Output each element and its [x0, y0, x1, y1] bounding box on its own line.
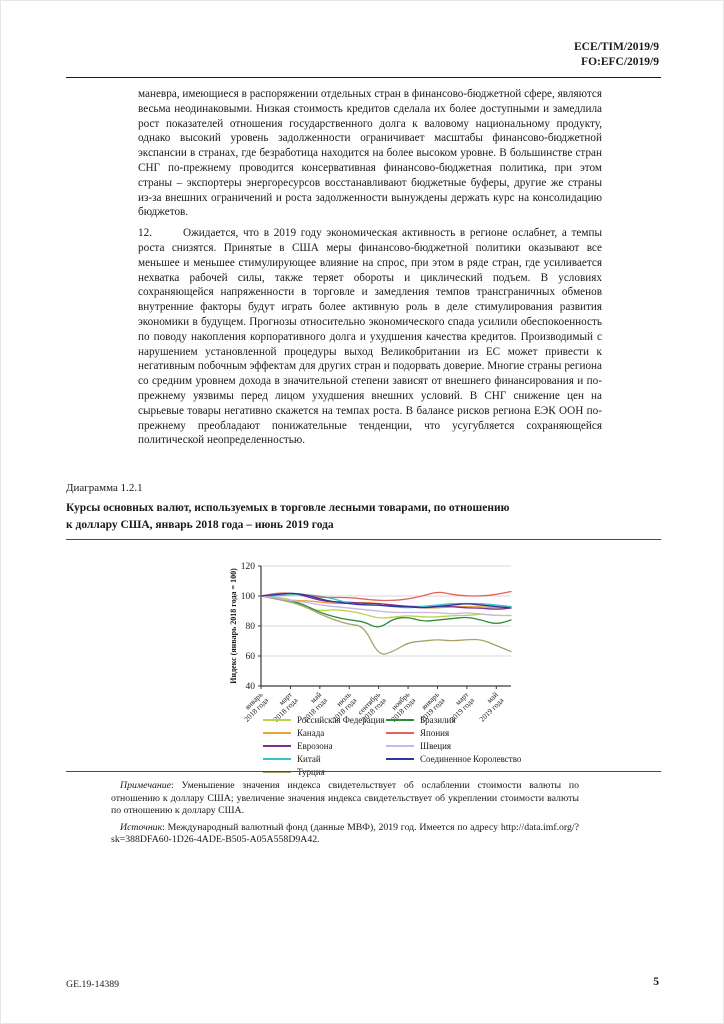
legend-label: Канада	[297, 728, 325, 739]
legend-label: Еврозона	[297, 740, 333, 751]
paragraph-11: маневра, имеющиеся в распоряжении отдель…	[138, 88, 602, 219]
legend-swatch	[386, 719, 414, 722]
figure-title-line-1: Курсы основных валют, используемых в тор…	[66, 502, 510, 514]
legend-swatch	[263, 732, 291, 735]
doc-symbol-secondary: FO:EFC/2019/9	[581, 56, 659, 68]
header-rule	[66, 77, 661, 78]
legend-item: Канада	[263, 727, 386, 740]
doc-symbol-primary: ECE/TIM/2019/9	[574, 41, 659, 53]
figure-notes: Примечание: Уменьшение значения индекса …	[111, 780, 579, 851]
legend-label: Япония	[420, 728, 450, 739]
legend-label: Китай	[297, 753, 321, 764]
source-link[interactable]: http://data.imf.org/?sk=388DFA60-1D26-4A…	[111, 821, 579, 846]
y-tick-label: 100	[241, 592, 256, 602]
legend-label: Бразилия	[420, 715, 456, 726]
figure-note: Примечание: Уменьшение значения индекса …	[111, 780, 579, 818]
document-symbols: ECE/TIM/2019/9 FO:EFC/2019/9	[574, 40, 659, 70]
series-line	[260, 595, 512, 655]
figure-title: Курсы основных валют, используемых в тор…	[66, 500, 509, 534]
legend-swatch	[386, 744, 414, 747]
body-text: маневра, имеющиеся в распоряжении отдель…	[138, 87, 602, 448]
paragraph-12-text: Ожидается, что в 2019 году экономическая…	[138, 227, 602, 447]
y-tick-label: 120	[241, 562, 256, 572]
figure-rule-top	[66, 539, 661, 540]
legend-swatch	[263, 757, 291, 760]
series-line	[260, 592, 512, 610]
legend-item: Соединенное Королевство	[386, 752, 521, 765]
paragraph-12: 12. Ожидается, что в 2019 году экономичес…	[138, 226, 602, 448]
chart-legend: Российская ФедерацияКанадаЕврозонаКитайТ…	[263, 714, 521, 778]
legend-swatch	[263, 744, 291, 747]
legend-label: Швеция	[420, 740, 452, 751]
legend-swatch	[263, 719, 291, 722]
figure-rule-bottom	[66, 771, 661, 772]
legend-item: Еврозона	[263, 740, 386, 753]
source-tail: .	[317, 834, 320, 846]
paragraph-number: 12.	[138, 227, 152, 240]
chart-area: 40 60 80 100 120 январь2018 года март2018 года…	[229, 549, 521, 724]
series-line	[260, 592, 512, 609]
legend-item: Япония	[386, 727, 509, 740]
legend-label: Соединенное Королевство	[420, 753, 522, 764]
figure-title-line-2: к доллару США, январь 2018 года – июнь 2…	[66, 519, 334, 531]
legend-item: Китай	[263, 752, 386, 765]
y-tick-label: 60	[246, 652, 256, 662]
legend-swatch	[386, 732, 414, 735]
figure-source: Источник: Международный валютный фонд (д…	[111, 822, 579, 847]
y-axis-title: Индекс (январь 2018 года = 100)	[229, 568, 238, 684]
series-line	[260, 595, 512, 628]
note-label: Примечание	[120, 780, 172, 791]
page-number: 5	[653, 976, 659, 988]
y-tick-label: 40	[246, 682, 256, 692]
y-tick-label: 80	[246, 622, 256, 632]
legend-item: Швеция	[386, 740, 509, 753]
legend-label: Российская Федерация	[297, 715, 385, 726]
series-line	[260, 595, 512, 617]
source-label: Источник	[120, 821, 163, 833]
footer-job-number: GE.19-14389	[66, 979, 120, 990]
figure-label: Диаграмма 1.2.1	[66, 482, 143, 494]
source-text: : Международный валютный фонд (данные МВ…	[162, 821, 501, 833]
legend-swatch	[386, 757, 414, 760]
legend-item: Российская Федерация	[263, 714, 386, 727]
note-text: : Уменьшение значения индекса свидетельс…	[111, 780, 579, 817]
legend-item: Бразилия	[386, 714, 509, 727]
